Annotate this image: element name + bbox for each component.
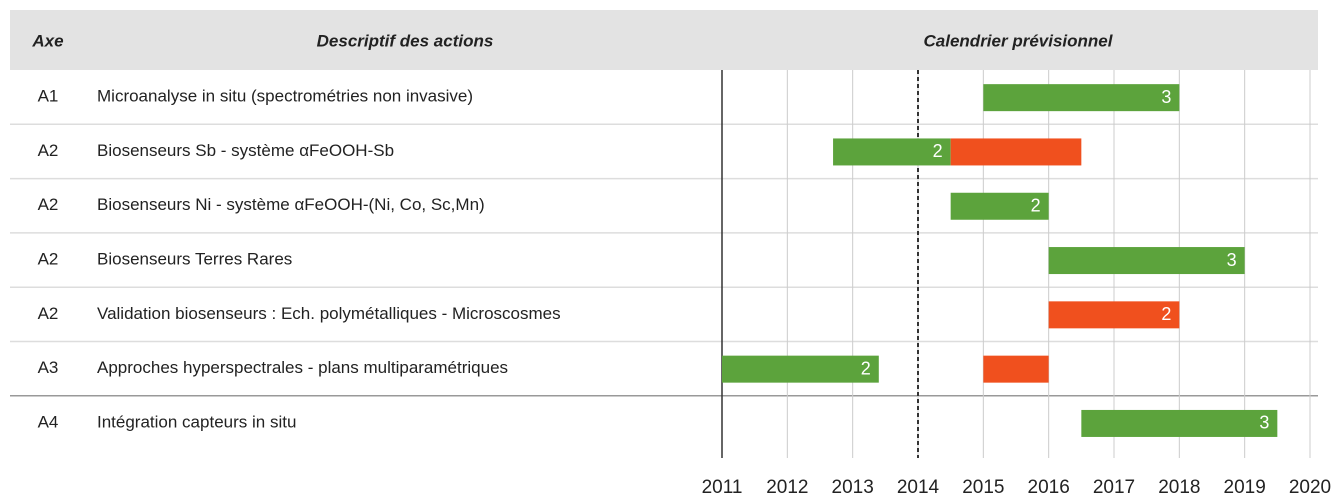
axe-cell: A1 <box>38 87 59 106</box>
bar-label: 2 <box>933 141 943 161</box>
action-cell: Intégration capteurs in situ <box>97 412 296 431</box>
bar-label: 2 <box>861 358 871 378</box>
axe-cell: A2 <box>38 195 59 214</box>
header-axe: Axe <box>31 31 63 50</box>
axe-cell: A3 <box>38 358 59 377</box>
bar-label: 2 <box>1031 196 1041 216</box>
axe-cell: A2 <box>38 141 59 160</box>
action-cell: Microanalyse in situ (spectrométries non… <box>97 87 473 106</box>
bar <box>1048 247 1245 275</box>
bar <box>1081 409 1278 437</box>
bar-label: 3 <box>1161 87 1171 107</box>
action-cell: Biosenseurs Terres Rares <box>97 250 292 269</box>
bar-label: 2 <box>1161 304 1171 324</box>
bar <box>950 192 1049 220</box>
x-tick-label: 2017 <box>1093 477 1135 498</box>
action-cell: Approches hyperspectrales - plans multip… <box>97 358 508 377</box>
bar <box>722 355 879 383</box>
header-cal: Calendrier prévisionnel <box>924 31 1114 50</box>
action-cell: Biosenseurs Ni - système αFeOOH-(Ni, Co,… <box>97 195 485 214</box>
x-tick-label: 2011 <box>702 477 743 498</box>
bar <box>983 355 1049 383</box>
bar-label: 3 <box>1259 413 1269 433</box>
axe-cell: A2 <box>38 250 59 269</box>
bar <box>1048 301 1180 329</box>
action-cell: Biosenseurs Sb - système αFeOOH-Sb <box>97 141 394 160</box>
x-tick-label: 2012 <box>766 477 808 498</box>
x-tick-label: 2020 <box>1289 477 1331 498</box>
x-tick-label: 2016 <box>1028 477 1070 498</box>
x-tick-label: 2014 <box>897 477 940 498</box>
axe-cell: A2 <box>38 304 59 323</box>
x-tick-label: 2019 <box>1224 477 1266 498</box>
header-band <box>10 10 1318 70</box>
bar-label: 3 <box>1227 250 1237 270</box>
header-desc: Descriptif des actions <box>317 31 494 50</box>
bar <box>950 138 1082 166</box>
x-tick-label: 2018 <box>1158 477 1200 498</box>
bar <box>983 84 1180 112</box>
x-tick-label: 2015 <box>962 477 1004 498</box>
bar <box>833 138 951 166</box>
action-cell: Validation biosenseurs : Ech. polymétall… <box>97 304 561 323</box>
axe-cell: A4 <box>38 412 59 431</box>
x-tick-label: 2013 <box>832 477 874 498</box>
